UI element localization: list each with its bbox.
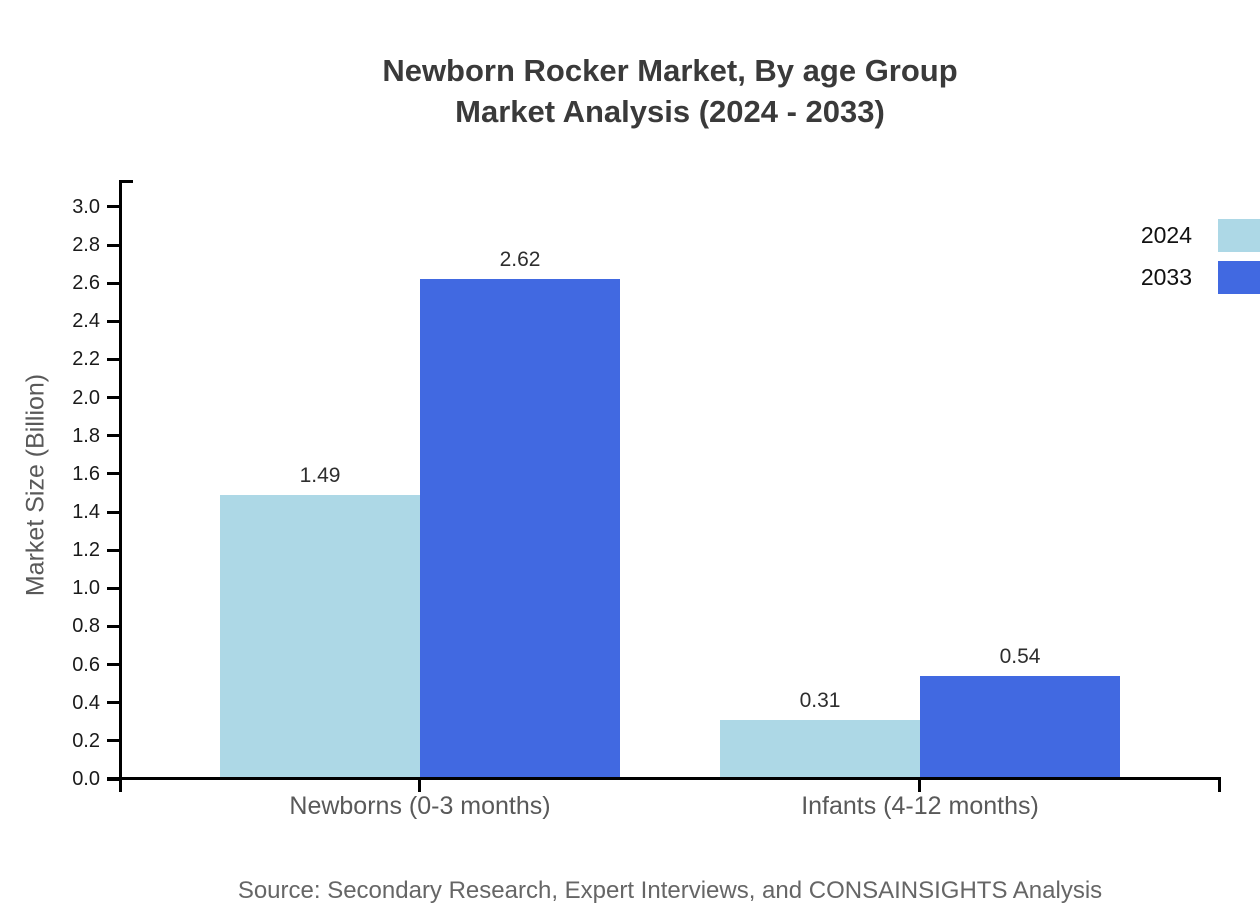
bar-2024-infants (720, 719, 920, 779)
y-tick-label: 1.2 (72, 539, 100, 562)
y-tick (107, 510, 119, 514)
x-axis-line (107, 777, 1221, 780)
y-tick-label: 2.2 (72, 348, 100, 371)
value-label-2024-infants: 0.31 (799, 688, 841, 712)
y-tick-label: 0.2 (72, 729, 100, 752)
bar-2024-newborns (220, 494, 420, 779)
legend: 2024 2033 (1141, 219, 1260, 303)
x-tick-newborns (418, 779, 421, 792)
y-tick-label: 2.8 (72, 234, 100, 257)
y-tick (107, 739, 119, 743)
legend-swatch-2024 (1218, 219, 1260, 252)
y-tick-label: 3.0 (72, 195, 100, 218)
y-tick (107, 243, 119, 247)
y-tick-label: 0.4 (72, 691, 100, 714)
y-tick-label: 0.6 (72, 653, 100, 676)
x-label-infants: Infants (4-12 months) (801, 792, 1039, 820)
y-tick (107, 663, 119, 667)
y-tick-label: 1.4 (72, 501, 100, 524)
value-label-2033-newborns: 2.62 (499, 248, 541, 272)
y-tick-label: 2.4 (72, 310, 100, 333)
legend-swatch-2033 (1218, 261, 1260, 294)
y-axis-top-cap (119, 180, 133, 183)
y-tick (107, 396, 119, 400)
y-tick (107, 205, 119, 209)
y-axis-line (119, 180, 122, 792)
y-tick (107, 548, 119, 552)
y-tick-label: 0.0 (72, 768, 100, 790)
value-label-2024-newborns: 1.49 (299, 463, 341, 487)
bar-2033-infants (920, 676, 1120, 779)
source-note: Source: Secondary Research, Expert Inter… (237, 877, 1103, 904)
y-tick-label: 0.8 (72, 615, 100, 638)
y-tick-label: 1.6 (72, 462, 100, 485)
y-tick (107, 357, 119, 361)
y-tick (107, 701, 119, 705)
legend-item-2024: 2024 (1141, 219, 1260, 252)
y-tick (107, 472, 119, 476)
x-axis-end-cap (1218, 777, 1221, 792)
y-tick-label: 2.6 (72, 272, 100, 295)
x-tick-infants (918, 779, 921, 792)
y-tick (107, 319, 119, 323)
y-tick (107, 586, 119, 590)
plot-area: 0.0 0.2 0.4 0.6 0.8 1.0 1.2 1.4 1.6 1.8 2.0 2.2 2.4 2… (72, 180, 1221, 790)
y-tick (107, 434, 119, 438)
legend-item-2033: 2033 (1141, 261, 1260, 294)
y-tick-label: 1.8 (72, 424, 100, 447)
legend-label-2033: 2033 (1140, 264, 1192, 290)
legend-label-2024: 2024 (1140, 222, 1192, 248)
value-label-2033-infants: 0.54 (999, 645, 1041, 668)
x-label-newborns: Newborns (0-3 months) (289, 792, 551, 820)
chart-title: Newborn Rocker Market, By age Group Mark… (80, 50, 1260, 132)
bar-2033-newborns (420, 279, 620, 779)
y-tick (107, 624, 119, 628)
y-tick-label: 2.0 (72, 386, 100, 409)
chart-title-line2: Market Analysis (2024 - 2033) (455, 94, 885, 129)
y-tick (107, 281, 119, 285)
y-tick-label: 1.0 (72, 577, 100, 600)
chart-title-line1: Newborn Rocker Market, By age Group (382, 53, 958, 88)
